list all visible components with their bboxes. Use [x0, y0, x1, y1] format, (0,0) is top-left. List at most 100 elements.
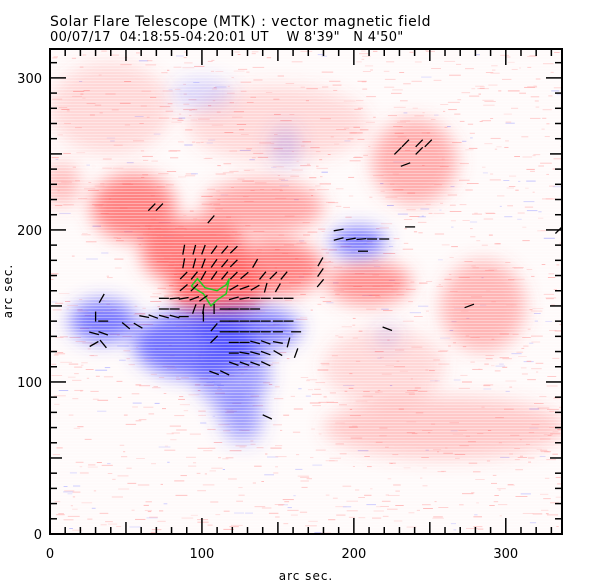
field-vector — [262, 414, 273, 420]
field-vector — [250, 361, 261, 367]
field-vector — [189, 295, 200, 301]
field-vector — [250, 351, 261, 356]
field-vector — [272, 340, 283, 344]
field-vector — [229, 271, 238, 280]
field-vector — [382, 326, 393, 332]
position-north: N 4'50" — [353, 30, 404, 45]
field-vector — [221, 259, 229, 268]
tick-labels: 0 100 200 300 0 100 200 300 — [17, 72, 518, 562]
field-vector — [169, 314, 180, 319]
magnetic-field-map — [50, 49, 562, 534]
field-vector — [200, 270, 207, 281]
field-vector — [415, 139, 424, 148]
field-vector — [210, 271, 218, 280]
field-vector — [400, 162, 411, 167]
field-vector — [201, 244, 206, 255]
field-vector — [293, 348, 299, 359]
field-vector — [260, 361, 271, 367]
transverse-field-vectors — [89, 139, 562, 420]
field-vector — [98, 293, 105, 304]
y-tick-label: 200 — [17, 224, 42, 239]
position-west: W 8'39" — [286, 30, 340, 45]
field-vector — [201, 258, 206, 269]
field-vector — [333, 228, 344, 232]
field-vector — [333, 237, 344, 241]
field-vector — [190, 283, 199, 292]
field-vector — [219, 370, 230, 376]
x-tick-label: 100 — [190, 547, 215, 562]
field-vector — [221, 271, 229, 280]
axis-ticks — [49, 49, 562, 535]
field-vector — [169, 297, 180, 300]
field-vector — [393, 146, 402, 155]
field-vector — [133, 322, 143, 329]
field-vector — [89, 331, 100, 336]
field-vector — [190, 271, 198, 280]
field-vector — [260, 340, 271, 345]
field-vector — [464, 303, 475, 309]
field-vector — [228, 296, 239, 301]
field-vector — [229, 284, 239, 291]
field-vector — [192, 258, 197, 269]
field-vector — [263, 282, 268, 293]
field-vector — [89, 340, 99, 348]
field-vector — [345, 237, 356, 241]
x-axis-label: arc sec. — [279, 569, 333, 583]
field-vector — [139, 315, 150, 319]
field-vector — [415, 146, 424, 155]
y-tick-label: 0 — [34, 528, 42, 543]
field-vector — [250, 284, 260, 291]
field-vector — [401, 139, 410, 148]
field-vector — [148, 314, 159, 319]
field-vector — [280, 271, 288, 280]
field-vector — [317, 268, 324, 277]
x-tick-label: 300 — [493, 547, 518, 562]
field-vector — [182, 244, 186, 255]
field-vector — [240, 271, 249, 280]
field-vector — [239, 285, 250, 291]
field-vector — [317, 257, 324, 267]
field-vector — [155, 203, 164, 212]
green-contour — [190, 277, 231, 308]
x-tick-label: 200 — [341, 547, 366, 562]
field-vector — [239, 361, 250, 367]
field-vector — [424, 139, 433, 148]
field-vector — [239, 351, 250, 355]
field-vector — [179, 271, 188, 280]
field-vector — [192, 244, 197, 255]
plot-frame — [49, 48, 563, 535]
contour-line — [190, 277, 231, 308]
field-vector — [250, 340, 261, 345]
field-vector — [252, 258, 259, 269]
x-tick-label: 0 — [46, 547, 54, 562]
field-vector — [182, 258, 186, 269]
field-vector — [199, 294, 208, 302]
field-vector — [239, 296, 250, 300]
scanline-overlay — [50, 49, 562, 534]
field-vector — [210, 258, 218, 268]
field-vector — [228, 361, 239, 367]
field-vector — [356, 237, 367, 241]
field-vector — [147, 203, 156, 212]
field-vector — [210, 322, 218, 332]
field-vector — [209, 370, 220, 376]
field-vector — [98, 330, 109, 336]
field-vector — [274, 283, 281, 293]
field-vector — [121, 322, 131, 330]
field-vector — [259, 271, 267, 280]
field-vector — [207, 215, 215, 224]
field-vector — [179, 284, 188, 292]
field-vector — [269, 271, 278, 280]
observation-date: 00/07/17 — [50, 30, 111, 45]
field-vector — [229, 245, 238, 254]
field-vector — [158, 314, 169, 319]
field-vector — [286, 337, 291, 348]
field-vector — [273, 350, 283, 357]
field-vector — [221, 245, 229, 254]
y-tick-label: 300 — [17, 72, 42, 87]
field-vector — [99, 339, 107, 349]
field-vector — [260, 350, 271, 356]
chart-subtitle: 00/07/17 04:18:55-04:20:01 UT W 8'39" N … — [50, 30, 404, 45]
chart-title: Solar Flare Telescope (MTK) : vector mag… — [50, 14, 431, 30]
